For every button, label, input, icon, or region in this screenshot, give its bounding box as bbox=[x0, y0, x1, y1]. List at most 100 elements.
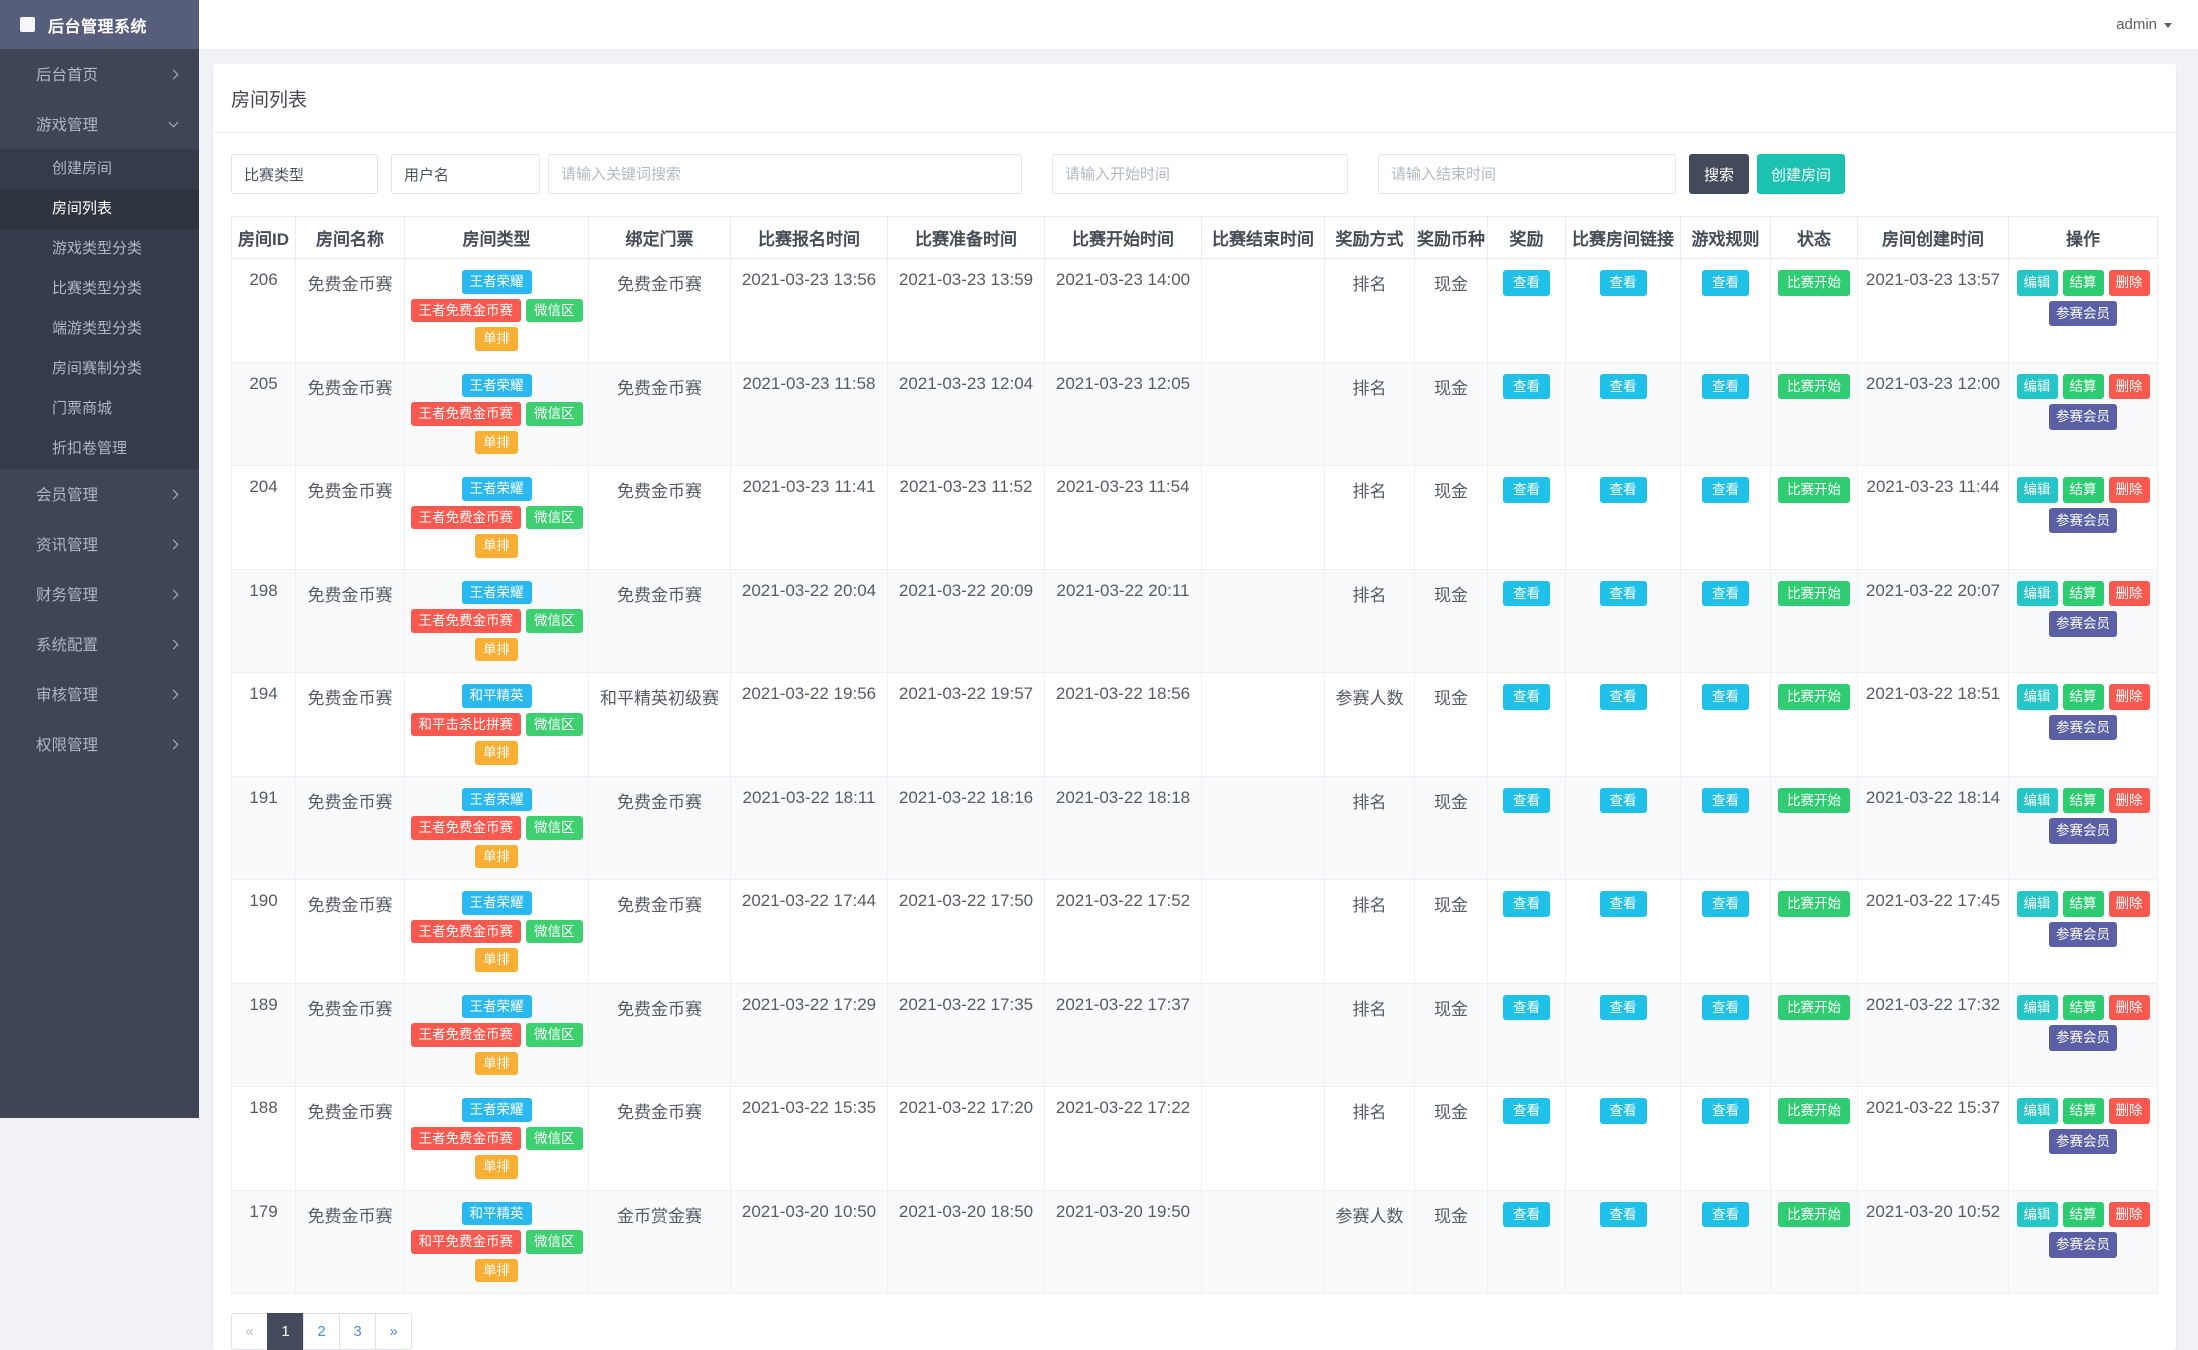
delete-button[interactable]: 删除 bbox=[2109, 374, 2150, 400]
status-badge[interactable]: 比赛开始 bbox=[1778, 684, 1850, 710]
room-link-view-button[interactable]: 查看 bbox=[1600, 581, 1647, 607]
settle-button[interactable]: 结算 bbox=[2063, 788, 2104, 814]
room-link-view-button[interactable]: 查看 bbox=[1600, 891, 1647, 917]
reward-view-button[interactable]: 查看 bbox=[1503, 788, 1550, 814]
status-badge[interactable]: 比赛开始 bbox=[1778, 374, 1850, 400]
room-link-view-button[interactable]: 查看 bbox=[1600, 1202, 1647, 1228]
sidebar-item-系统配置[interactable]: 系统配置 bbox=[0, 619, 199, 669]
members-button[interactable]: 参赛会员 bbox=[2049, 404, 2117, 430]
delete-button[interactable]: 删除 bbox=[2109, 477, 2150, 503]
edit-button[interactable]: 编辑 bbox=[2017, 477, 2058, 503]
delete-button[interactable]: 删除 bbox=[2109, 581, 2150, 607]
members-button[interactable]: 参赛会员 bbox=[2049, 715, 2117, 741]
room-link-view-button[interactable]: 查看 bbox=[1600, 1098, 1647, 1124]
reward-view-button[interactable]: 查看 bbox=[1503, 1202, 1550, 1228]
reward-view-button[interactable]: 查看 bbox=[1503, 684, 1550, 710]
members-button[interactable]: 参赛会员 bbox=[2049, 1129, 2117, 1155]
members-button[interactable]: 参赛会员 bbox=[2049, 1232, 2117, 1258]
room-link-view-button[interactable]: 查看 bbox=[1600, 788, 1647, 814]
status-badge[interactable]: 比赛开始 bbox=[1778, 788, 1850, 814]
match-type-select[interactable]: 比赛类型 bbox=[231, 154, 378, 194]
sidebar-subitem-折扣卷管理[interactable]: 折扣卷管理 bbox=[0, 429, 199, 469]
settle-button[interactable]: 结算 bbox=[2063, 995, 2104, 1021]
reward-view-button[interactable]: 查看 bbox=[1503, 270, 1550, 296]
settle-button[interactable]: 结算 bbox=[2063, 270, 2104, 296]
rules-view-button[interactable]: 查看 bbox=[1702, 477, 1749, 503]
status-badge[interactable]: 比赛开始 bbox=[1778, 1202, 1850, 1228]
edit-button[interactable]: 编辑 bbox=[2017, 684, 2058, 710]
members-button[interactable]: 参赛会员 bbox=[2049, 1025, 2117, 1051]
delete-button[interactable]: 删除 bbox=[2109, 995, 2150, 1021]
reward-view-button[interactable]: 查看 bbox=[1503, 374, 1550, 400]
members-button[interactable]: 参赛会员 bbox=[2049, 922, 2117, 948]
search-button[interactable]: 搜索 bbox=[1689, 154, 1749, 194]
reward-view-button[interactable]: 查看 bbox=[1503, 891, 1550, 917]
end-time-input[interactable] bbox=[1378, 154, 1676, 194]
page-button-1[interactable]: 1 bbox=[267, 1313, 304, 1350]
sidebar-item-财务管理[interactable]: 财务管理 bbox=[0, 569, 199, 619]
user-menu[interactable]: admin bbox=[2116, 16, 2172, 33]
rules-view-button[interactable]: 查看 bbox=[1702, 788, 1749, 814]
room-link-view-button[interactable]: 查看 bbox=[1600, 270, 1647, 296]
sidebar-item-后台首页[interactable]: 后台首页 bbox=[0, 49, 199, 99]
rules-view-button[interactable]: 查看 bbox=[1702, 891, 1749, 917]
members-button[interactable]: 参赛会员 bbox=[2049, 611, 2117, 637]
status-badge[interactable]: 比赛开始 bbox=[1778, 995, 1850, 1021]
status-badge[interactable]: 比赛开始 bbox=[1778, 581, 1850, 607]
room-link-view-button[interactable]: 查看 bbox=[1600, 374, 1647, 400]
delete-button[interactable]: 删除 bbox=[2109, 1098, 2150, 1124]
edit-button[interactable]: 编辑 bbox=[2017, 788, 2058, 814]
rules-view-button[interactable]: 查看 bbox=[1702, 1202, 1749, 1228]
delete-button[interactable]: 删除 bbox=[2109, 1202, 2150, 1228]
members-button[interactable]: 参赛会员 bbox=[2049, 301, 2117, 327]
reward-view-button[interactable]: 查看 bbox=[1503, 1098, 1550, 1124]
sidebar-subitem-端游类型分类[interactable]: 端游类型分类 bbox=[0, 309, 199, 349]
rules-view-button[interactable]: 查看 bbox=[1702, 995, 1749, 1021]
status-badge[interactable]: 比赛开始 bbox=[1778, 891, 1850, 917]
settle-button[interactable]: 结算 bbox=[2063, 477, 2104, 503]
edit-button[interactable]: 编辑 bbox=[2017, 1202, 2058, 1228]
settle-button[interactable]: 结算 bbox=[2063, 581, 2104, 607]
keyword-input[interactable] bbox=[548, 154, 1022, 194]
start-time-input[interactable] bbox=[1052, 154, 1348, 194]
page-button-2[interactable]: 2 bbox=[303, 1313, 340, 1350]
rules-view-button[interactable]: 查看 bbox=[1702, 1098, 1749, 1124]
edit-button[interactable]: 编辑 bbox=[2017, 1098, 2058, 1124]
settle-button[interactable]: 结算 bbox=[2063, 1098, 2104, 1124]
sidebar-subitem-房间列表[interactable]: 房间列表 bbox=[0, 189, 199, 229]
sidebar-subitem-比赛类型分类[interactable]: 比赛类型分类 bbox=[0, 269, 199, 309]
settle-button[interactable]: 结算 bbox=[2063, 1202, 2104, 1228]
edit-button[interactable]: 编辑 bbox=[2017, 374, 2058, 400]
reward-view-button[interactable]: 查看 bbox=[1503, 581, 1550, 607]
settle-button[interactable]: 结算 bbox=[2063, 374, 2104, 400]
delete-button[interactable]: 删除 bbox=[2109, 270, 2150, 296]
sidebar-item-资讯管理[interactable]: 资讯管理 bbox=[0, 519, 199, 569]
status-badge[interactable]: 比赛开始 bbox=[1778, 477, 1850, 503]
sidebar-subitem-创建房间[interactable]: 创建房间 bbox=[0, 149, 199, 189]
next-page-button[interactable]: » bbox=[375, 1313, 412, 1350]
status-badge[interactable]: 比赛开始 bbox=[1778, 270, 1850, 296]
delete-button[interactable]: 删除 bbox=[2109, 891, 2150, 917]
room-link-view-button[interactable]: 查看 bbox=[1600, 684, 1647, 710]
edit-button[interactable]: 编辑 bbox=[2017, 270, 2058, 296]
rules-view-button[interactable]: 查看 bbox=[1702, 684, 1749, 710]
username-select[interactable]: 用户名 bbox=[391, 154, 540, 194]
reward-view-button[interactable]: 查看 bbox=[1503, 995, 1550, 1021]
reward-view-button[interactable]: 查看 bbox=[1503, 477, 1550, 503]
room-link-view-button[interactable]: 查看 bbox=[1600, 995, 1647, 1021]
status-badge[interactable]: 比赛开始 bbox=[1778, 1098, 1850, 1124]
settle-button[interactable]: 结算 bbox=[2063, 891, 2104, 917]
create-room-button[interactable]: 创建房间 bbox=[1757, 154, 1845, 194]
delete-button[interactable]: 删除 bbox=[2109, 684, 2150, 710]
members-button[interactable]: 参赛会员 bbox=[2049, 818, 2117, 844]
sidebar-item-会员管理[interactable]: 会员管理 bbox=[0, 469, 199, 519]
room-link-view-button[interactable]: 查看 bbox=[1600, 477, 1647, 503]
edit-button[interactable]: 编辑 bbox=[2017, 581, 2058, 607]
members-button[interactable]: 参赛会员 bbox=[2049, 508, 2117, 534]
sidebar-item-审核管理[interactable]: 审核管理 bbox=[0, 669, 199, 719]
page-button-3[interactable]: 3 bbox=[339, 1313, 376, 1350]
sidebar-item-游戏管理[interactable]: 游戏管理 bbox=[0, 99, 199, 149]
rules-view-button[interactable]: 查看 bbox=[1702, 374, 1749, 400]
edit-button[interactable]: 编辑 bbox=[2017, 995, 2058, 1021]
delete-button[interactable]: 删除 bbox=[2109, 788, 2150, 814]
